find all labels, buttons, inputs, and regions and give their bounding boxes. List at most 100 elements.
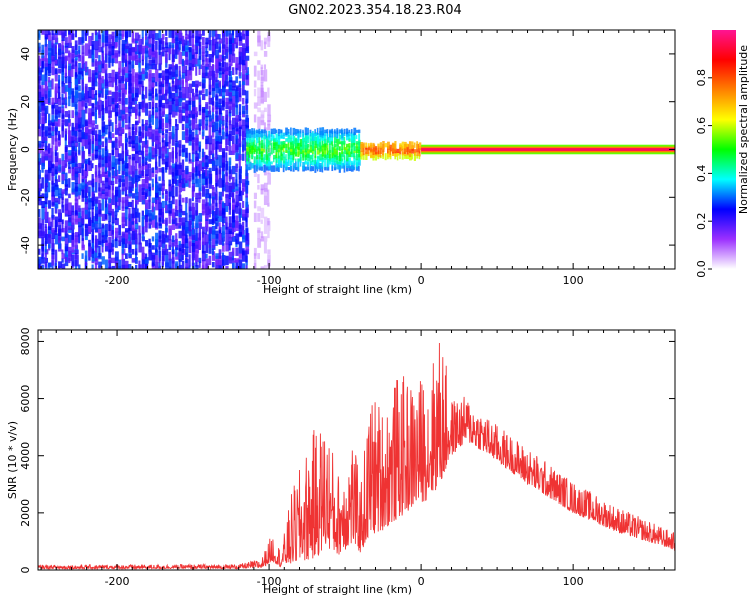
spectrogram-cell — [302, 129, 304, 133]
spectrogram-cell — [114, 103, 119, 108]
spectrogram-cell — [54, 200, 59, 209]
spectrogram-cell — [221, 131, 225, 140]
spectrogram-cell — [155, 69, 159, 82]
spectrogram-cell — [280, 148, 283, 155]
spectrogram-cell — [41, 218, 45, 225]
spectrogram-cell — [151, 146, 155, 151]
spectrogram-cell — [71, 229, 75, 240]
spectrogram-cell — [61, 253, 65, 259]
spectrogram-cell — [168, 203, 173, 214]
spectrogram-cell — [88, 96, 92, 106]
spectrogram-cell — [44, 206, 48, 220]
spectrogram-cell — [391, 143, 395, 153]
spectrogram-cell — [198, 257, 202, 263]
spectrogram-cell — [198, 33, 202, 40]
spectrogram-cell — [134, 120, 139, 125]
spectrogram-cell — [235, 203, 239, 214]
spectrogram-cell — [181, 260, 185, 269]
spectrogram-cell — [111, 248, 114, 255]
spectrogram-cell — [168, 200, 173, 209]
spectrogram-cell — [91, 138, 95, 151]
spectrogram-cell — [333, 146, 336, 151]
spectrogram-cell — [188, 129, 192, 142]
spectrogram-cell — [260, 40, 264, 51]
spectrogram-cell — [225, 97, 229, 105]
spectrogram-cell — [307, 161, 310, 165]
spectrogram-cell — [94, 124, 99, 130]
spectrogram-cell — [307, 150, 310, 158]
spectrogram-cell — [148, 30, 153, 39]
spectrogram-cell — [134, 208, 139, 218]
spectrogram-cell — [111, 80, 114, 88]
spectrogram-cell — [64, 30, 67, 37]
spectrogram-cell — [260, 130, 264, 138]
colorbar-ticks: 0.00.20.40.60.8 — [695, 69, 712, 278]
spectrogram-cell — [128, 111, 132, 117]
spectrogram-cell — [118, 185, 121, 198]
spectrogram-cell — [245, 60, 248, 74]
spectrogram-cell — [98, 163, 101, 177]
spectrogram-cell — [185, 129, 189, 142]
spectrogram-cell — [74, 212, 79, 223]
spectrogram-cell — [399, 154, 401, 160]
spectrogram-cell — [175, 143, 178, 154]
spectrogram-cell — [38, 126, 42, 137]
spectrogram-cell — [111, 225, 114, 235]
spectrogram-cell — [175, 209, 179, 217]
spectrogram-cell — [158, 51, 163, 65]
spectrogram-cell — [121, 40, 126, 51]
spectrogram-cell — [138, 233, 142, 245]
spectrogram-cell — [138, 137, 143, 143]
spectrogram-cell — [228, 113, 231, 124]
spectrogram-cell — [188, 178, 191, 188]
spectrogram-cell — [185, 238, 189, 248]
spectrogram-cell — [151, 197, 156, 203]
spectrogram-cell — [198, 56, 201, 69]
spectrogram-cell — [88, 49, 92, 59]
spectrogram-cell — [84, 199, 89, 210]
spectrogram-cell — [205, 234, 210, 244]
spectrogram-cell — [275, 158, 278, 168]
spectrogram-cell — [58, 130, 61, 141]
snr-x-axis-label: Height of straight line (km) — [263, 583, 412, 596]
spectrogram-cell — [74, 232, 79, 238]
spectrogram-cell — [41, 167, 44, 173]
spectrogram-cell — [188, 66, 192, 76]
spectrogram-cell — [124, 152, 128, 163]
spectrogram-cell — [78, 37, 82, 45]
spectrogram-cell — [145, 56, 148, 69]
spectrogram-cell — [148, 101, 152, 110]
spectrogram-cell — [350, 160, 353, 165]
spectrogram-cell — [118, 153, 122, 162]
spectrogram-cell — [51, 119, 56, 126]
spectrogram-cell — [84, 181, 89, 193]
spectrogram-cell — [307, 136, 310, 144]
spectrogram-x-axis-label: Height of straight line (km) — [263, 283, 412, 296]
y-tick-label: 8000 — [19, 327, 32, 355]
spectrogram-cell — [101, 141, 105, 148]
spectrogram-cell — [280, 153, 284, 161]
spectrogram-cell — [413, 151, 416, 156]
spectrogram-cell — [131, 207, 136, 219]
spectrogram-cell — [260, 70, 265, 81]
spectrogram-cell — [118, 45, 121, 54]
spectrogram-cell — [307, 135, 310, 139]
spectrogram-cell — [225, 243, 230, 252]
spectrogram-cell — [270, 133, 274, 141]
spectrogram-cell — [208, 66, 213, 77]
spectrogram-cell — [98, 261, 103, 268]
spectrogram-cell — [411, 141, 414, 149]
spectrogram-cell — [111, 208, 115, 218]
spectrogram-cell — [145, 72, 148, 79]
spectrogram-cell — [205, 37, 209, 45]
spectrogram-cell — [138, 82, 142, 95]
spectrogram-cell — [188, 152, 191, 162]
spectrogram-cell — [104, 94, 108, 100]
spectrogram-cell — [304, 142, 308, 149]
spectrogram-cell — [94, 90, 98, 96]
spectrogram-cell — [64, 246, 68, 258]
spectrogram-cell — [285, 149, 288, 153]
spectrogram-cell — [158, 167, 162, 173]
spectrogram-cell — [38, 248, 41, 255]
spectrogram-cell — [290, 127, 292, 136]
